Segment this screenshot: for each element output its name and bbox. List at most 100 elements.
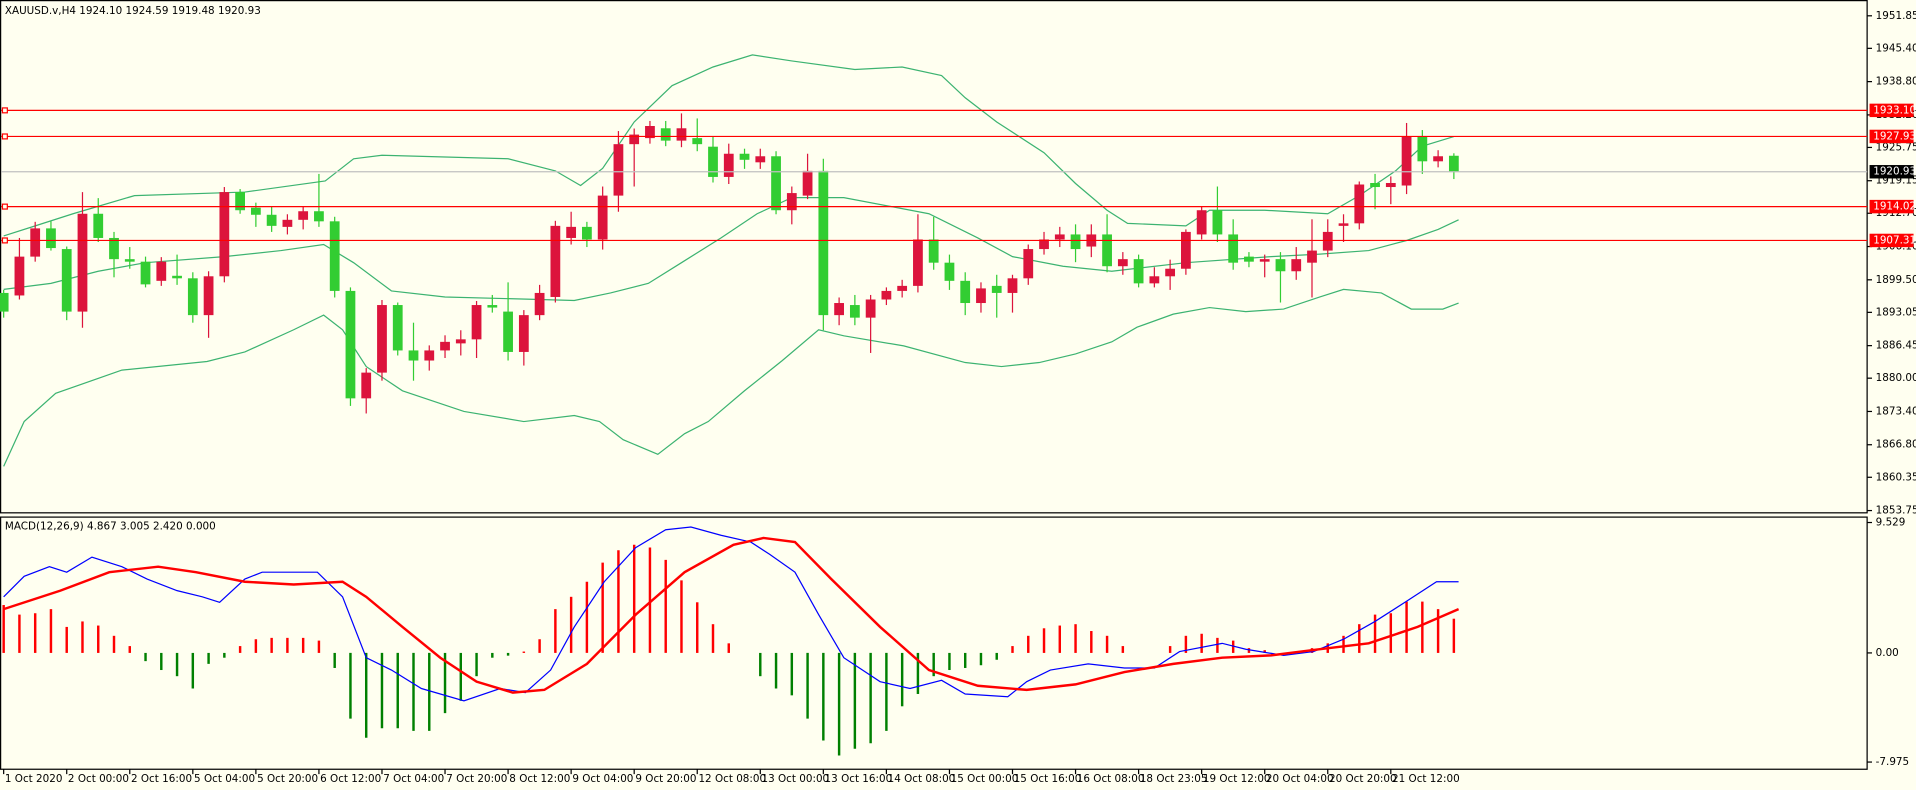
y-tick-label: 1899.50 [1876,274,1916,286]
y-tick-label: 0.00 [1876,647,1899,659]
candle-body [1401,136,1412,186]
candle-body [802,170,813,196]
price-label-bg [1869,199,1914,214]
candle-body [314,211,324,222]
candle-body [1385,182,1396,188]
candle-body [1354,184,1365,224]
candle-body [61,249,72,312]
candle-body [46,228,56,249]
candle-body [1322,231,1333,251]
candle-body [723,153,734,177]
candle-body [1291,259,1302,272]
candle-body [976,288,986,304]
candle-body [1149,276,1160,284]
candle-body [660,128,671,141]
macd-panel-frame [0,516,1868,770]
candle-body [944,262,955,281]
y-tick-label: -7.975 [1876,756,1909,768]
candle-body [928,239,939,263]
line-anchor [1,237,8,244]
candle-body [1054,234,1065,240]
candle-body [1307,250,1317,263]
price-label: 1907.31 [1873,234,1916,246]
x-tick-label: 2 Oct 16:00 [131,773,192,785]
candle-body [865,299,876,318]
candle-body [645,126,655,139]
y-tick-label: 1951.85 [1876,10,1916,22]
price-label: 1920.93 [1873,166,1916,178]
candle-body [1448,155,1459,172]
price-label: 1927.93 [1873,130,1916,142]
candle-body [282,219,293,227]
candle-body [1007,278,1018,293]
candle-body [582,226,592,240]
candle-body [597,195,608,240]
candle-body [849,305,860,318]
candle-body [77,213,88,312]
x-tick-label: 16 Oct 08:00 [1077,773,1145,785]
price-label: 1914.02 [1873,201,1916,213]
x-tick-label: 2 Oct 00:00 [68,773,129,785]
candle-body [771,156,781,211]
candle-body [1259,259,1270,262]
candle-body [1433,156,1443,162]
candle-body [1417,136,1428,162]
x-tick-label: 9 Oct 20:00 [635,773,696,785]
price-label-bg [1869,103,1914,118]
bollinger-band [3,288,1459,467]
x-tick-label: 12 Oct 08:00 [698,773,766,785]
x-tick-label: 5 Oct 04:00 [194,773,255,785]
candle-body [881,290,892,300]
candle-body [518,315,529,352]
candle-body [392,305,403,351]
line-anchor [1,203,8,210]
x-tick-label: 13 Oct 00:00 [762,773,830,785]
candle-body [266,214,277,226]
line-anchor [1,107,8,114]
candle-body [1338,223,1349,226]
candle-body [676,128,687,141]
candle-body [156,261,167,281]
candle-body [1228,234,1239,263]
bollinger-band [3,197,1459,302]
candle-body [566,226,577,238]
line-anchor [1,133,8,140]
y-tick-label: 1866.80 [1876,439,1916,451]
candle-body [1023,249,1034,279]
candle-body [219,192,230,277]
candle-body [550,225,561,297]
candle-body [1181,231,1191,269]
price-label-bg [1869,165,1914,179]
x-tick-label: 15 Oct 00:00 [951,773,1019,785]
y-tick-label: 1860.35 [1876,471,1916,483]
candle-body [0,292,9,312]
candle-body [187,278,198,316]
candle-body [613,144,624,196]
x-tick-label: 18 Oct 23:05 [1140,773,1208,785]
macd-title: MACD(12,26,9) 4.867 3.005 2.420 0.000 [5,520,216,532]
candle-body [440,341,450,351]
y-tick-label: 1853.75 [1876,505,1916,517]
candle-body [1370,182,1380,188]
candle-body [897,285,908,291]
candle-body [408,350,419,361]
y-tick-label: 1873.40 [1876,405,1916,417]
x-tick-label: 19 Oct 12:00 [1203,773,1271,785]
candle-body [629,134,640,145]
candle-body [818,170,829,316]
candle-body [1165,268,1176,277]
candle-body [1102,234,1112,267]
candle-body [345,290,356,399]
candle-body [739,153,750,160]
candle-body [1117,259,1128,267]
candle-body [172,275,182,279]
price-label-bg [1869,233,1914,248]
y-tick-label: 1919.15 [1876,175,1916,187]
candle-body [424,350,435,361]
y-tick-label: 1880.00 [1876,372,1916,384]
macd-line [3,536,1460,694]
candle-body [455,339,466,344]
candle-body [834,303,844,316]
